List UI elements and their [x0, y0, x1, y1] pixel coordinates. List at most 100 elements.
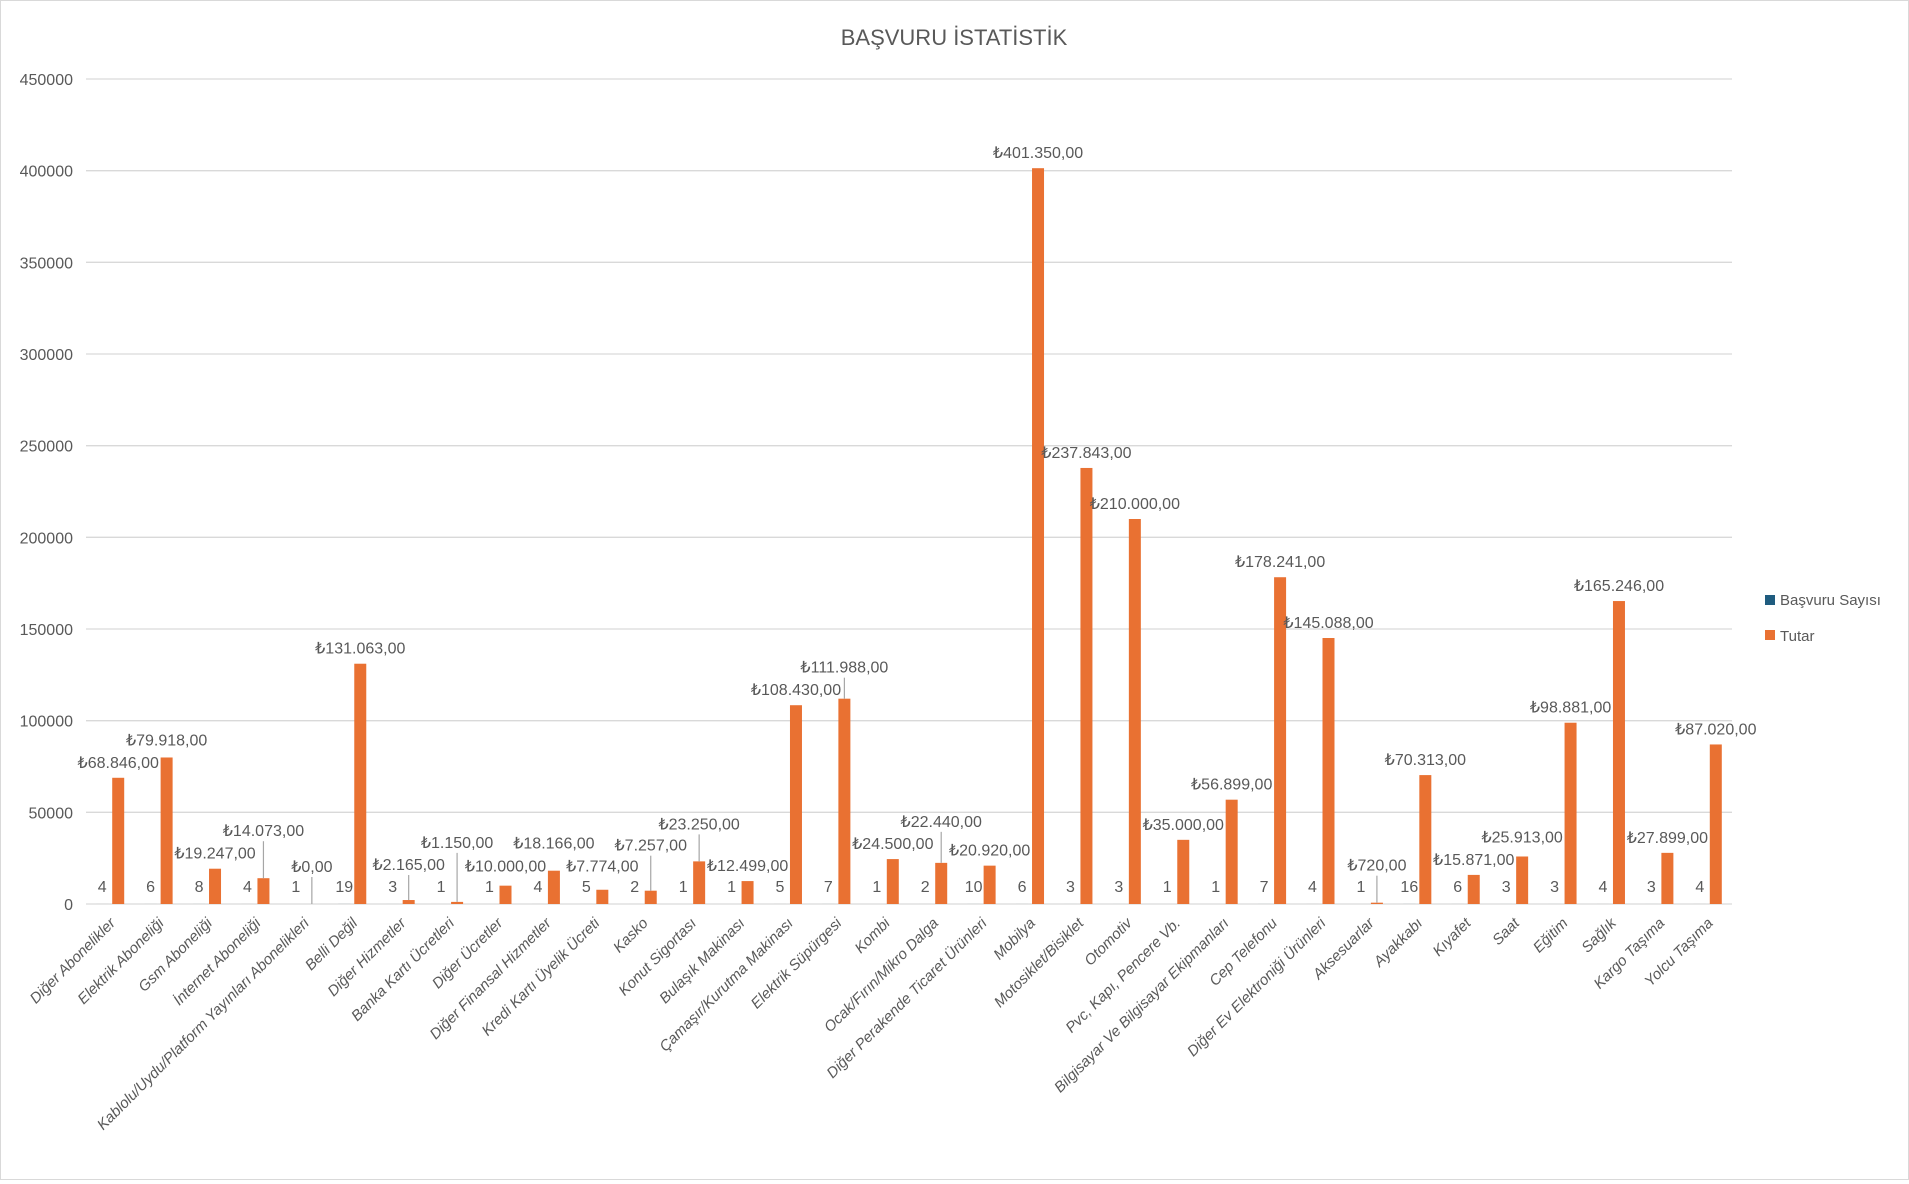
bar-tutar [1516, 856, 1528, 904]
x-tick-label: Kasko [610, 915, 652, 957]
y-tick-label: 150000 [20, 622, 73, 639]
data-label-tutar: ₺27.899,00 [1627, 830, 1708, 847]
data-label-basvuru-sayisi: 4 [98, 879, 107, 896]
data-label-tutar: ₺210.000,00 [1090, 496, 1180, 513]
bars [96, 168, 1722, 904]
data-label-basvuru-sayisi: 1 [437, 879, 446, 896]
x-tick-label: Diğer Abonelikler [27, 914, 120, 1007]
y-tick-label: 100000 [20, 714, 73, 731]
x-tick-label: Eğitim [1530, 915, 1571, 956]
data-label-basvuru-sayisi: 2 [921, 879, 930, 896]
bar-tutar [451, 902, 463, 904]
bar-tutar [1371, 903, 1383, 904]
legend: Başvuru Sayısı Tutar [1765, 592, 1881, 645]
data-label-basvuru-sayisi: 3 [1066, 879, 1075, 896]
data-label-basvuru-sayisi: 2 [630, 879, 639, 896]
bar-tutar [209, 869, 221, 904]
data-label-basvuru-sayisi: 3 [1114, 879, 1123, 896]
bar-tutar [984, 866, 996, 904]
data-label-tutar: ₺108.430,00 [751, 682, 841, 699]
data-label-basvuru-sayisi: 1 [679, 879, 688, 896]
x-tick-label: Kıyafet [1430, 914, 1476, 960]
bar-tutar [500, 886, 512, 904]
y-tick-label: 350000 [20, 255, 73, 272]
data-label-tutar: ₺15.871,00 [1433, 852, 1514, 869]
data-label-basvuru-sayisi: 4 [533, 879, 542, 896]
data-label-tutar: ₺401.350,00 [993, 145, 1083, 162]
data-label-basvuru-sayisi: 1 [1163, 879, 1172, 896]
x-tick-label: İnternet Aboneliği [170, 914, 265, 1009]
data-label-basvuru-sayisi: 7 [824, 879, 833, 896]
data-label-tutar: ₺145.088,00 [1283, 615, 1373, 632]
bar-tutar [1177, 840, 1189, 904]
data-label-basvuru-sayisi: 5 [776, 879, 785, 896]
data-label-basvuru-sayisi: 6 [146, 879, 155, 896]
data-label-basvuru-sayisi: 1 [291, 879, 300, 896]
data-label-tutar: ₺22.440,00 [901, 814, 982, 831]
bar-tutar [1080, 468, 1092, 904]
bar-tutar [354, 664, 366, 904]
bar-tutar [161, 757, 173, 904]
y-tick-label: 300000 [20, 347, 73, 364]
data-label-tutar: ₺10.000,00 [465, 859, 546, 876]
bar-tutar [1032, 168, 1044, 904]
y-tick-label: 250000 [20, 439, 73, 456]
bar-tutar [742, 881, 754, 904]
data-label-basvuru-sayisi: 6 [1453, 879, 1462, 896]
bar-tutar [112, 778, 124, 904]
y-tick-label: 0 [64, 897, 73, 914]
data-label-tutar: ₺2.165,00 [372, 857, 445, 874]
data-label-tutar: ₺87.020,00 [1675, 721, 1756, 738]
y-tick-label: 50000 [29, 805, 74, 822]
bar-tutar [403, 900, 415, 904]
bar-tutar [1613, 601, 1625, 904]
data-label-basvuru-sayisi: 4 [1695, 879, 1704, 896]
data-label-tutar: ₺19.247,00 [174, 846, 255, 863]
y-tick-label: 200000 [20, 530, 73, 547]
bar-tutar [645, 891, 657, 904]
data-label-tutar: ₺14.073,00 [223, 823, 304, 840]
x-tick-label: Motosiklet/Bisiklet [991, 914, 1088, 1011]
chart-title: BAŞVURU İSTATİSTİK [841, 25, 1068, 50]
bar-tutar [1565, 723, 1577, 904]
y-tick-label: 450000 [20, 72, 73, 89]
legend-swatch-basvuru [1765, 595, 1775, 605]
data-label-tutar: ₺178.241,00 [1235, 554, 1325, 571]
data-label-tutar: ₺18.166,00 [513, 836, 594, 853]
bar-tutar [596, 890, 608, 904]
data-label-tutar: ₺70.313,00 [1385, 752, 1466, 769]
x-tick-label: Saat [1489, 914, 1523, 948]
data-label-tutar: ₺111.988,00 [800, 660, 888, 677]
data-label-basvuru-sayisi: 3 [1550, 879, 1559, 896]
x-tick-label: Bulaşık Makinası [656, 915, 748, 1007]
data-label-tutar: ₺12.499,00 [707, 858, 788, 875]
data-label-basvuru-sayisi: 1 [1356, 879, 1365, 896]
data-label-basvuru-sayisi: 5 [582, 879, 591, 896]
bar-tutar [693, 861, 705, 904]
data-label-tutar: ₺23.250,00 [658, 816, 739, 833]
bar-tutar [1323, 638, 1335, 904]
x-tick-label: Elektrik Süpürgesi [748, 914, 846, 1012]
data-label-basvuru-sayisi: 7 [1260, 879, 1269, 896]
data-label-basvuru-sayisi: 19 [335, 879, 353, 896]
bar-tutar [1468, 875, 1480, 904]
data-label-tutar: ₺0,00 [291, 859, 332, 876]
legend-label-tutar: Tutar [1780, 628, 1814, 645]
data-label-tutar: ₺165.246,00 [1574, 578, 1664, 595]
bar-tutar [790, 705, 802, 904]
x-tick-label: Ayakkabı [1370, 915, 1426, 971]
legend-label-basvuru: Başvuru Sayısı [1780, 592, 1881, 609]
data-label-tutar: ₺720,00 [1347, 858, 1406, 875]
data-label-basvuru-sayisi: 6 [1018, 879, 1027, 896]
gridlines [86, 79, 1732, 904]
data-label-basvuru-sayisi: 4 [1308, 879, 1317, 896]
data-label-basvuru-sayisi: 4 [243, 879, 252, 896]
data-label-tutar: ₺24.500,00 [852, 836, 933, 853]
x-tick-label: Mobilya [990, 915, 1039, 964]
data-label-basvuru-sayisi: 1 [872, 879, 881, 896]
bar-tutar [935, 863, 947, 904]
y-tick-label: 400000 [20, 164, 73, 181]
